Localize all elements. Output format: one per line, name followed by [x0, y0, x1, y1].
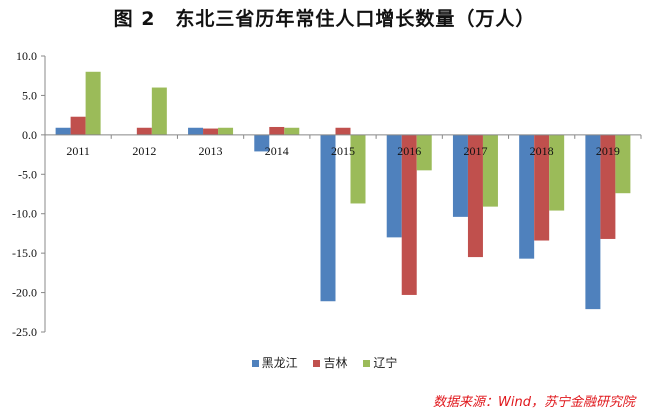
bar-辽宁-2019	[615, 134, 631, 194]
bar-黑龙江-2013	[188, 127, 204, 135]
legend-label: 辽宁	[373, 356, 398, 370]
bar-吉林-2019	[600, 134, 616, 239]
x-tick-label: 2016	[397, 144, 421, 158]
bar-辽宁-2014	[284, 127, 300, 135]
bar-辽宁-2012	[151, 87, 167, 135]
chart-title: 图 2 东北三省历年常住人口增长数量（万人）	[113, 8, 536, 30]
x-tick-label: 2011	[66, 144, 90, 158]
y-tick-label: -20.0	[12, 286, 37, 300]
bar-辽宁-2017	[482, 134, 498, 207]
y-tick-label: 0.0	[22, 128, 37, 142]
bar-吉林-2014	[269, 126, 285, 135]
data-source: 数据来源：Wind，苏宁金融研究院	[433, 395, 635, 410]
x-tick-label: 2012	[132, 144, 156, 158]
bar-吉林-2012	[136, 127, 152, 135]
bar-吉林-2018	[534, 134, 550, 241]
bar-吉林-2015	[335, 127, 351, 135]
bar-辽宁-2011	[85, 71, 101, 135]
bar-辽宁-2013	[218, 127, 234, 135]
legend-swatch	[363, 360, 371, 367]
y-tick-label: -5.0	[18, 167, 37, 181]
y-tick-label: -10.0	[12, 207, 37, 221]
x-tick-label: 2013	[199, 144, 223, 158]
legend-swatch	[251, 360, 259, 367]
bar-辽宁-2016	[416, 134, 432, 171]
x-tick-label: 2015	[331, 144, 355, 158]
legend-label: 黑龙江	[261, 356, 298, 370]
bar-黑龙江-2019	[585, 134, 601, 310]
legend-item-heilongjiang: 黑龙江	[251, 354, 298, 371]
legend-item-jilin: 吉林	[313, 354, 348, 371]
bar-辽宁-2015	[350, 134, 366, 204]
x-tick-label: 2019	[596, 144, 620, 158]
bar-黑龙江-2018	[519, 134, 535, 259]
legend: 黑龙江 吉林 辽宁	[0, 354, 649, 371]
bar-黑龙江-2016	[386, 134, 402, 238]
bar-吉林-2016	[401, 134, 417, 295]
bar-吉林-2013	[203, 128, 219, 135]
y-tick-label: 5.0	[22, 88, 37, 102]
bar-黑龙江-2017	[452, 134, 468, 217]
bar-黑龙江-2015	[320, 134, 336, 302]
legend-label: 吉林	[323, 356, 348, 370]
legend-item-liaoning: 辽宁	[363, 354, 397, 371]
x-tick-label: 2017	[463, 144, 487, 158]
x-tick-label: 2018	[530, 144, 554, 158]
legend-swatch	[313, 360, 321, 367]
x-tick-label: 2014	[265, 144, 289, 158]
bar-吉林-2017	[467, 134, 483, 258]
y-tick-label: -25.0	[12, 325, 37, 339]
bar-黑龙江-2011	[55, 127, 71, 135]
bar-辽宁-2018	[549, 134, 565, 211]
bar-黑龙江-2014	[254, 134, 270, 152]
bar-吉林-2011	[70, 116, 86, 135]
y-tick-label: -15.0	[12, 246, 37, 260]
y-tick-label: 10.0	[16, 49, 37, 63]
